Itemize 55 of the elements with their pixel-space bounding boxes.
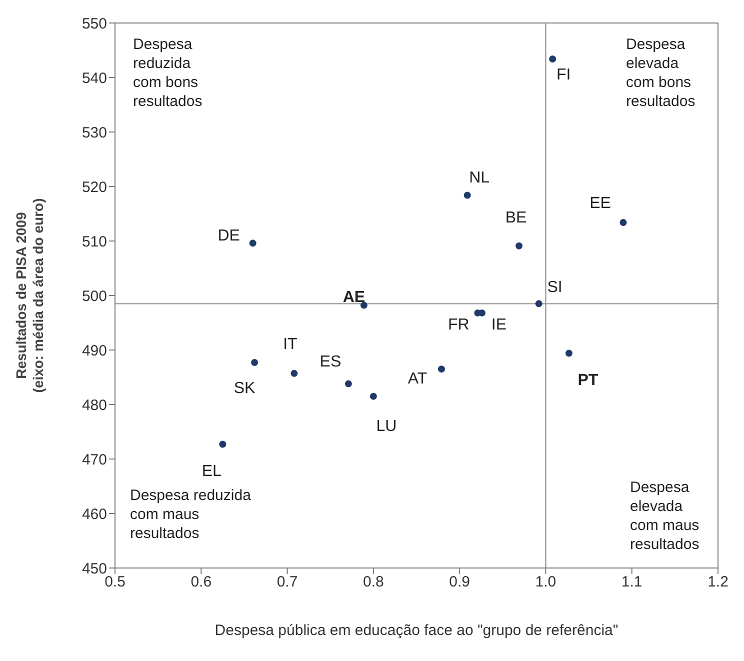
point bbox=[620, 218, 627, 226]
x-axis-title: Despesa pública em educação face ao "grupo de referência" bbox=[214, 622, 618, 639]
y-tick-label: 550 bbox=[82, 15, 107, 32]
point bbox=[565, 350, 572, 357]
annotation: IE bbox=[491, 316, 507, 334]
x-tick-label: 0.8 bbox=[363, 574, 384, 591]
annotation: Despesa elevada com maus resultados bbox=[630, 478, 700, 554]
x-tick-label: 0.6 bbox=[190, 574, 212, 591]
y-tick-label: 530 bbox=[82, 124, 107, 142]
point bbox=[438, 366, 445, 373]
annotation: EE bbox=[590, 194, 611, 212]
point bbox=[360, 302, 368, 309]
annotation: PT bbox=[578, 372, 598, 389]
x-tick-label: 0.9 bbox=[449, 574, 470, 591]
annotation: BE bbox=[505, 209, 527, 226]
annotation: EL bbox=[202, 462, 222, 480]
y-tick-label: 480 bbox=[82, 396, 107, 414]
y-tick-label: 500 bbox=[82, 288, 107, 305]
annotation: SI bbox=[547, 279, 562, 296]
point bbox=[370, 392, 377, 400]
y-tick-label: 450 bbox=[82, 560, 107, 578]
annotation: Despesa reduzida com maus resultados bbox=[130, 486, 252, 543]
point bbox=[219, 440, 226, 448]
point bbox=[344, 380, 352, 388]
point bbox=[549, 55, 556, 62]
annotation: AE bbox=[342, 288, 366, 306]
x-tick-label: 1.0 bbox=[535, 574, 556, 591]
annotation: ES bbox=[320, 353, 342, 370]
x-tick-label: 1.2 bbox=[708, 574, 728, 591]
annotation: Despesa elevada com bons resultados bbox=[626, 35, 696, 111]
annotation: FI bbox=[556, 66, 571, 84]
y-axis-title: Resultados de PISA 2009 (eixo: média da área do euro) bbox=[13, 198, 46, 393]
y-tick-label: 510 bbox=[82, 233, 107, 250]
y-tick-label: 470 bbox=[82, 451, 107, 468]
y-tick-label: 460 bbox=[82, 506, 107, 523]
x-tick-label: 0.5 bbox=[104, 574, 126, 591]
y-tick-label: 520 bbox=[82, 178, 107, 196]
annotation: AT bbox=[408, 370, 428, 388]
point bbox=[290, 370, 298, 377]
annotation: DE bbox=[218, 228, 240, 245]
point bbox=[249, 240, 256, 247]
annotation: LU bbox=[376, 418, 397, 435]
point bbox=[464, 192, 471, 199]
y-tick-label: 490 bbox=[82, 342, 107, 360]
annotation: IT bbox=[283, 336, 298, 353]
annotation: FR bbox=[448, 316, 470, 334]
x-tick-label: 1.1 bbox=[621, 574, 642, 591]
y-tick-label: 540 bbox=[82, 70, 107, 87]
point bbox=[516, 242, 523, 250]
point bbox=[535, 300, 542, 308]
point bbox=[251, 359, 258, 366]
x-tick-label: 0.7 bbox=[276, 574, 298, 591]
annotation: NL bbox=[469, 170, 490, 187]
annotation: SK bbox=[234, 380, 256, 398]
annotation: Despesa reduzida com bons resultados bbox=[133, 35, 204, 111]
